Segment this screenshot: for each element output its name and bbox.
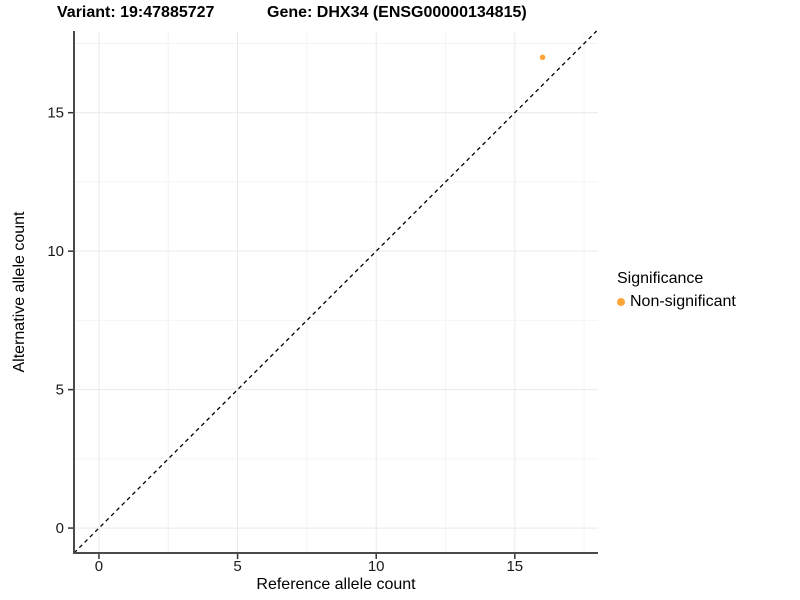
legend-title: Significance (617, 270, 704, 287)
x-axis-tick-label: 5 (233, 558, 241, 575)
identity-line (73, 30, 598, 554)
y-axis-tick-label: 10 (47, 243, 64, 260)
legend: Significance Non-significant (617, 270, 736, 311)
legend-point-icon (617, 298, 625, 306)
plot-title-variant: Variant: 19:47885727 (57, 4, 215, 21)
y-axis-title: Alternative allele count (11, 211, 28, 373)
y-axis-tick-label: 15 (47, 105, 64, 122)
legend-entry-label: Non-significant (630, 293, 736, 310)
x-axis-tick-label: 15 (506, 558, 523, 575)
x-axis-title: Reference allele count (256, 576, 416, 593)
y-axis-tick-label: 0 (56, 520, 64, 537)
x-axis-tick-label: 0 (95, 558, 103, 575)
plot-title-gene: Gene: DHX34 (ENSG00000134815) (267, 4, 527, 21)
x-axis-tick-label: 10 (368, 558, 385, 575)
data-point (539, 54, 546, 61)
legend-entry: Non-significant (617, 293, 736, 311)
y-axis-tick-label: 5 (56, 382, 64, 399)
